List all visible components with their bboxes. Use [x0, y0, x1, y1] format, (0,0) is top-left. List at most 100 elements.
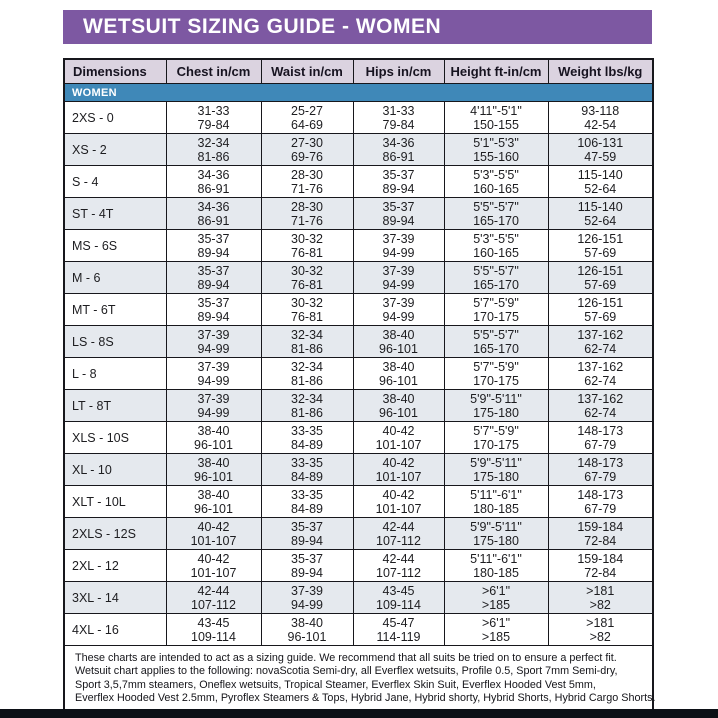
weight-cell: 126-151 57-69: [547, 293, 654, 326]
waist-cell: 27-30 69-76: [260, 133, 354, 166]
chest-cm-value: 96-101: [194, 469, 233, 484]
height-cm-value: 160-165: [473, 245, 519, 260]
chest-cm-value: 81-86: [197, 149, 230, 164]
height-cell: 5'7"-5'9" 170-175: [443, 293, 549, 326]
hips-cell: 35-37 89-94: [352, 197, 445, 230]
table-row: XL - 10 38-40 96-101 33-35 84-89 40-42 1…: [63, 453, 654, 486]
height-ftin-value: 5'9"-5'11": [470, 519, 522, 534]
chest-cm-value: 96-101: [194, 501, 233, 516]
hips-cm-value: 96-101: [379, 373, 418, 388]
waist-cell: 33-35 84-89: [260, 421, 354, 454]
hips-cell: 42-44 107-112: [352, 549, 445, 582]
chest-cell: 38-40 96-101: [165, 453, 262, 486]
weight-lbs-value: 126-151: [577, 231, 624, 246]
hips-in-value: 38-40: [382, 359, 415, 374]
height-cell: 5'5"-5'7" 165-170: [443, 261, 549, 294]
weight-cell: 137-162 62-74: [547, 325, 654, 358]
waist-cell: 32-34 81-86: [260, 325, 354, 358]
height-cell: 5'9"-5'11" 175-180: [443, 517, 549, 550]
table-row: LT - 8T 37-39 94-99 32-34 81-86 38-40 96…: [63, 389, 654, 422]
size-cell: S - 4: [63, 165, 167, 198]
height-ftin-value: 5'1"-5'3": [473, 135, 519, 150]
height-cell: 5'9"-5'11" 175-180: [443, 453, 549, 486]
chest-in-value: 38-40: [197, 487, 230, 502]
hips-cell: 40-42 101-107: [352, 485, 445, 518]
weight-lbs-value: 137-162: [577, 327, 624, 342]
weight-cell: 137-162 62-74: [547, 357, 654, 390]
height-cm-value: 180-185: [473, 565, 519, 580]
chest-cm-value: 101-107: [190, 565, 237, 580]
table-row: 2XL - 12 40-42 101-107 35-37 89-94 42-44…: [63, 549, 654, 582]
waist-in-value: 32-34: [291, 327, 323, 342]
size-cell: 2XL - 12: [63, 549, 167, 582]
chest-cm-value: 96-101: [194, 437, 233, 452]
waist-in-value: 32-34: [291, 359, 323, 374]
weight-cell: 126-151 57-69: [547, 261, 654, 294]
waist-cm-value: 76-81: [291, 309, 323, 324]
size-cell: 2XLS - 12S: [63, 517, 167, 550]
size-cell: ST - 4T: [63, 197, 167, 230]
height-cell: 5'3"-5'5" 160-165: [443, 165, 549, 198]
hips-in-value: 38-40: [382, 327, 415, 342]
hips-in-value: 45-47: [382, 615, 415, 630]
chest-in-value: 37-39: [197, 391, 230, 406]
height-cell: 5'5"-5'7" 165-170: [443, 197, 549, 230]
height-cm-value: 165-170: [473, 341, 519, 356]
height-ftin-value: 5'11"-6'1": [470, 487, 522, 502]
weight-lbs-value: 148-173: [577, 487, 624, 502]
weight-kg-value: >82: [589, 597, 611, 612]
chest-in-value: 38-40: [197, 455, 230, 470]
col-header-height: Height ft-in/cm: [443, 58, 549, 84]
col-header-weight: Weight lbs/kg: [547, 58, 654, 84]
page-title: WETSUIT SIZING GUIDE - WOMEN: [83, 15, 442, 38]
height-cell: 4'11"-5'1" 150-155: [443, 101, 549, 134]
weight-lbs-value: 159-184: [577, 551, 624, 566]
hips-cell: 38-40 96-101: [352, 325, 445, 358]
waist-cm-value: 81-86: [291, 405, 323, 420]
hips-in-value: 42-44: [382, 519, 415, 534]
waist-in-value: 35-37: [291, 519, 323, 534]
waist-cm-value: 71-76: [291, 181, 323, 196]
height-cm-value: 165-170: [473, 213, 519, 228]
hips-cm-value: 96-101: [379, 405, 418, 420]
waist-cm-value: 89-94: [291, 565, 323, 580]
chest-cm-value: 101-107: [190, 533, 237, 548]
table-row: 4XL - 16 43-45 109-114 38-40 96-101 45-4…: [63, 613, 654, 646]
hips-cell: 38-40 96-101: [352, 357, 445, 390]
waist-cell: 25-27 64-69: [260, 101, 354, 134]
height-ftin-value: >6'1": [481, 583, 511, 598]
waist-cell: 28-30 71-76: [260, 165, 354, 198]
table-row: ST - 4T 34-36 86-91 28-30 71-76 35-37 89…: [63, 197, 654, 230]
col-header-chest: Chest in/cm: [165, 58, 262, 84]
weight-lbs-value: 159-184: [577, 519, 624, 534]
height-ftin-value: >6'1": [481, 615, 511, 630]
height-cm-value: 170-175: [473, 309, 519, 324]
waist-cell: 38-40 96-101: [260, 613, 354, 646]
weight-kg-value: 47-59: [584, 149, 617, 164]
weight-lbs-value: 126-151: [577, 295, 624, 310]
hips-in-value: 42-44: [382, 551, 415, 566]
chest-cell: 31-33 79-84: [165, 101, 262, 134]
size-cell: 3XL - 14: [63, 581, 167, 614]
height-ftin-value: 5'7"-5'9": [473, 423, 519, 438]
table-row: MS - 6S 35-37 89-94 30-32 76-81 37-39 94…: [63, 229, 654, 262]
chest-cm-value: 86-91: [197, 213, 230, 228]
height-ftin-value: 5'3"-5'5": [473, 231, 519, 246]
waist-in-value: 33-35: [291, 487, 323, 502]
waist-in-value: 33-35: [291, 423, 323, 438]
hips-in-value: 37-39: [382, 295, 415, 310]
hips-in-value: 43-45: [382, 583, 415, 598]
height-ftin-value: 5'11"-6'1": [470, 551, 522, 566]
weight-lbs-value: 93-118: [581, 103, 620, 118]
hips-in-value: 34-36: [382, 135, 415, 150]
hips-in-value: 40-42: [382, 455, 415, 470]
hips-cell: 37-39 94-99: [352, 261, 445, 294]
height-cell: 5'3"-5'5" 160-165: [443, 229, 549, 262]
height-cell: 5'11"-6'1" 180-185: [443, 485, 549, 518]
chest-cell: 40-42 101-107: [165, 517, 262, 550]
note-line-1: These charts are intended to act as a si…: [75, 652, 617, 664]
chest-cell: 38-40 96-101: [165, 485, 262, 518]
height-cell: >6'1" >185: [443, 581, 549, 614]
height-cell: 5'1"-5'3" 155-160: [443, 133, 549, 166]
height-cm-value: >185: [481, 629, 511, 644]
